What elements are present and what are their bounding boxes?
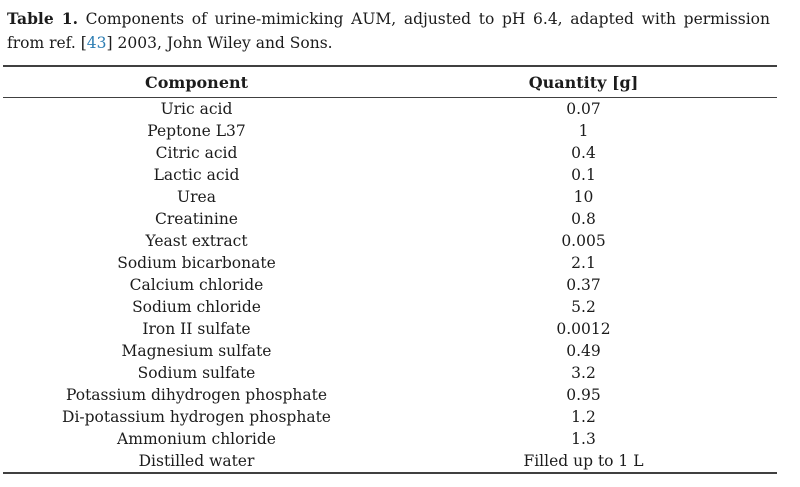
- table-row: Ammonium chloride 1.3: [3, 428, 777, 450]
- quantity-cell: 1: [578, 122, 589, 140]
- table-row: Uric acid 0.07: [3, 98, 777, 121]
- component-cell: Peptone L37: [147, 122, 246, 140]
- table-caption-label: Table 1.: [7, 9, 78, 28]
- quantity-cell: 0.07: [566, 100, 601, 118]
- citation-ref-link[interactable]: 43: [86, 34, 107, 52]
- quantity-cell: 5.2: [571, 298, 596, 316]
- table-header-row: Component Quantity [g]: [3, 66, 777, 98]
- ref-bracket-open: [: [80, 34, 87, 52]
- table-header: Component Quantity [g]: [3, 66, 777, 98]
- table-row: Sodium sulfate 3.2: [3, 362, 777, 384]
- table-row: Peptone L37 1: [3, 120, 777, 142]
- component-cell: Yeast extract: [145, 232, 248, 250]
- table-caption: Table 1. Components of urine-mimicking A…: [0, 0, 800, 55]
- quantity-cell: 2.1: [571, 254, 596, 272]
- table-caption-text: Components of urine-mimicking AUM, adjus…: [7, 10, 770, 52]
- quantity-cell: 3.2: [571, 364, 596, 382]
- table-row: Potassium dihydrogen phosphate 0.95: [3, 384, 777, 406]
- quantity-cell: 0.4: [571, 144, 596, 162]
- component-cell: Sodium bicarbonate: [117, 254, 276, 272]
- component-cell: Potassium dihydrogen phosphate: [65, 386, 328, 404]
- table-row: Yeast extract 0.005: [3, 230, 777, 252]
- table-row: Sodium bicarbonate 2.1: [3, 252, 777, 274]
- table-row: Di-potassium hydrogen phosphate 1.2: [3, 406, 777, 428]
- table-row: Creatinine 0.8: [3, 208, 777, 230]
- component-cell: Iron II sulfate: [142, 320, 251, 338]
- quantity-cell: 0.49: [566, 342, 601, 360]
- table-row: Calcium chloride 0.37: [3, 274, 777, 296]
- component-cell: Sodium chloride: [132, 298, 261, 316]
- quantity-column-header: Quantity [g]: [528, 72, 639, 92]
- quantity-cell: 0.8: [571, 210, 596, 228]
- quantity-cell: Filled up to 1 L: [523, 452, 644, 470]
- component-cell: Lactic acid: [153, 166, 240, 184]
- component-cell: Distilled water: [138, 452, 255, 470]
- component-cell: Magnesium sulfate: [121, 342, 272, 360]
- table-row: Citric acid 0.4: [3, 142, 777, 164]
- component-cell: Citric acid: [155, 144, 238, 162]
- quantity-cell: 0.0012: [556, 320, 611, 338]
- quantity-cell: 10: [573, 188, 594, 206]
- component-cell: Creatinine: [155, 210, 238, 228]
- component-column-header: Component: [144, 72, 249, 92]
- table-row: Distilled water Filled up to 1 L: [3, 450, 777, 473]
- quantity-cell: 0.37: [566, 276, 601, 294]
- quantity-cell: 1.3: [571, 430, 596, 448]
- component-cell: Urea: [177, 188, 216, 206]
- components-table: Component Quantity [g] Uric acid 0.07 Pe…: [3, 65, 777, 474]
- table-body: Uric acid 0.07 Peptone L37 1 Citric acid…: [3, 98, 777, 474]
- table-row: Sodium chloride 5.2: [3, 296, 777, 318]
- component-cell: Calcium chloride: [129, 276, 264, 294]
- quantity-cell: 0.1: [571, 166, 596, 184]
- table-row: Urea 10: [3, 186, 777, 208]
- component-cell: Ammonium chloride: [117, 430, 276, 448]
- component-cell: Sodium sulfate: [137, 364, 256, 382]
- ref-bracket-close: ]: [106, 34, 113, 52]
- table-row: Iron II sulfate 0.0012: [3, 318, 777, 340]
- table-caption-tail: 2003, John Wiley and Sons.: [117, 34, 333, 52]
- table-row: Magnesium sulfate 0.49: [3, 340, 777, 362]
- table-row: Lactic acid 0.1: [3, 164, 777, 186]
- component-cell: Di-potassium hydrogen phosphate: [62, 408, 331, 426]
- quantity-cell: 0.95: [566, 386, 601, 404]
- quantity-cell: 0.005: [561, 232, 606, 250]
- component-cell: Uric acid: [160, 100, 233, 118]
- quantity-cell: 1.2: [571, 408, 596, 426]
